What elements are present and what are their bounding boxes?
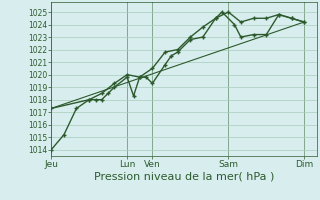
X-axis label: Pression niveau de la mer( hPa ): Pression niveau de la mer( hPa ) xyxy=(94,172,274,182)
